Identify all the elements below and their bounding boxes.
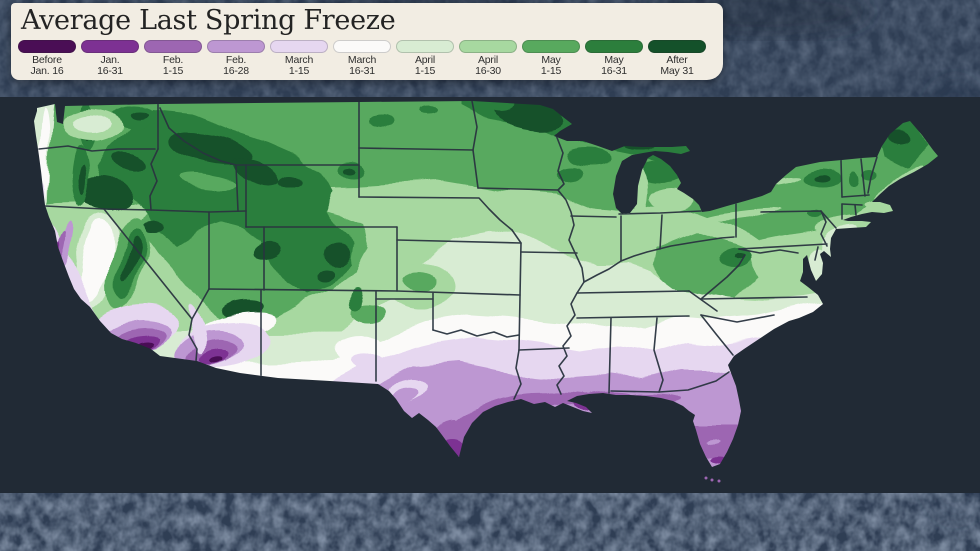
legend-item: March 1-15 (270, 40, 328, 77)
legend-swatch (81, 40, 139, 53)
legend-swatch (144, 40, 202, 53)
legend-item: May 1-15 (522, 40, 580, 77)
legend-item: After May 31 (648, 40, 706, 77)
florida-keys (704, 476, 721, 483)
legend-swatch (207, 40, 265, 53)
frost-texture-bottom (0, 493, 980, 551)
legend-swatch (648, 40, 706, 53)
legend-swatch-row: Before Jan. 16 Jan. 16-31 Feb. 1-15 Feb. 16-… (18, 40, 706, 77)
legend-swatch (522, 40, 580, 53)
legend-label: Jan. 16-31 (97, 54, 123, 77)
legend-item: April 1-15 (396, 40, 454, 77)
legend-item: May 16-31 (585, 40, 643, 77)
legend-label: May 16-31 (601, 54, 627, 77)
legend-label: March 16-31 (347, 54, 377, 77)
page-title: Average Last Spring Freeze (21, 5, 396, 36)
legend-swatch (18, 40, 76, 53)
legend-swatch (459, 40, 517, 53)
legend-item: March 16-31 (333, 40, 391, 77)
legend-swatch (396, 40, 454, 53)
legend-swatch (270, 40, 328, 53)
legend-panel: Average Last Spring Freeze Before Jan. 16… (11, 3, 723, 80)
legend-swatch (585, 40, 643, 53)
legend-label: April 1-15 (414, 54, 436, 77)
legend-item: Before Jan. 16 (18, 40, 76, 77)
legend-label: April 16-30 (475, 54, 501, 77)
legend-swatch (333, 40, 391, 53)
legend-label: Before Jan. 16 (30, 54, 64, 77)
legend-item: Feb. 1-15 (144, 40, 202, 77)
legend-label: March 1-15 (284, 54, 314, 77)
legend-item: Jan. 16-31 (81, 40, 139, 77)
legend-item: April 16-30 (459, 40, 517, 77)
legend-label: Feb. 1-15 (162, 54, 184, 77)
legend-label: Feb. 16-28 (223, 54, 249, 77)
legend-label: After May 31 (660, 54, 694, 77)
legend-item: Feb. 16-28 (207, 40, 265, 77)
legend-label: May 1-15 (540, 54, 562, 77)
state-borders (38, 101, 878, 400)
